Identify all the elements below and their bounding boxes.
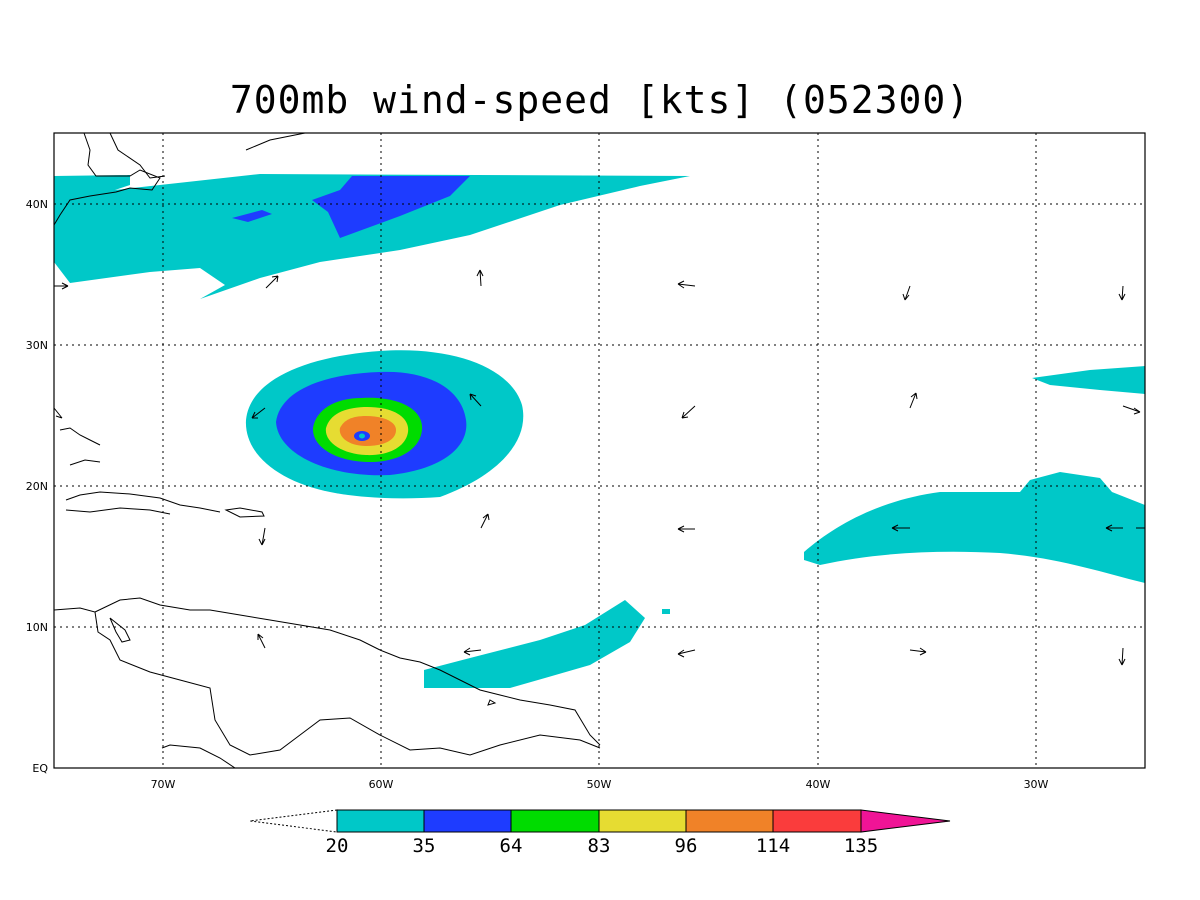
lat-tick-30: 30N <box>26 339 48 352</box>
wind-arrow <box>909 392 918 409</box>
wind-band-cyan-north <box>54 174 690 299</box>
lat-tick-eq: EQ <box>32 762 48 775</box>
wind-arrow <box>677 649 696 658</box>
colorbar-segment-5 <box>685 809 774 833</box>
wind-band-blue-north-small <box>232 210 272 222</box>
plot-frame <box>53 132 1146 769</box>
lon-tick-70w: 70W <box>151 778 176 791</box>
colorbar-label-96: 96 <box>675 835 698 857</box>
wind-arrow <box>1118 285 1126 301</box>
wind-arrow <box>54 282 69 290</box>
colorbar-segment-1 <box>336 809 425 833</box>
colorbar-label-64: 64 <box>500 835 523 857</box>
wind-arrow <box>891 524 910 532</box>
colorbar-label-114: 114 <box>756 835 790 857</box>
lat-tick-40: 40N <box>26 198 48 211</box>
colorbar-label-20: 20 <box>326 835 349 857</box>
wind-arrow <box>463 647 482 656</box>
wind-arrow <box>677 525 695 533</box>
wind-vectors <box>53 269 1145 666</box>
hurricane-eye-cyan <box>359 433 365 439</box>
lat-tick-20: 20N <box>26 480 48 493</box>
colorbar-label-35: 35 <box>413 835 436 857</box>
wind-arrow <box>251 407 266 419</box>
wind-band-blue-north <box>312 176 470 238</box>
wind-arrow <box>909 647 927 656</box>
colorbar-label-135: 135 <box>844 835 878 857</box>
lon-tick-labels: 70W 60W 50W 40W 30W <box>151 778 1049 791</box>
wind-arrow <box>476 269 484 287</box>
wind-shading-layer <box>54 174 1145 688</box>
wind-arrow <box>53 407 63 419</box>
lon-tick-60w: 60W <box>369 778 394 791</box>
gridlines <box>54 133 1145 768</box>
colorbar-segment-3 <box>510 809 600 833</box>
colorbar-low-triangle <box>249 809 338 833</box>
lon-tick-50w: 50W <box>587 778 612 791</box>
wind-arrow <box>1118 647 1126 666</box>
colorbar-segment-4 <box>598 809 687 833</box>
lon-tick-40w: 40W <box>806 778 831 791</box>
hurricane-ring-96 <box>339 416 396 446</box>
colorbar-label-83: 83 <box>588 835 611 857</box>
colorbar-segment-2 <box>423 809 512 833</box>
wind-arrow <box>1122 405 1141 415</box>
lon-tick-30w: 30W <box>1024 778 1049 791</box>
wind-arrow <box>265 275 279 289</box>
colorbar-segment-6 <box>772 809 862 833</box>
wind-arrow <box>1105 524 1123 532</box>
wind-arrow <box>902 285 911 301</box>
wind-band-cyan-east-upper <box>1032 366 1145 394</box>
lat-tick-labels: 40N 30N 20N 10N EQ <box>26 198 49 775</box>
chart-title: 700mb wind-speed [kts] (052300) <box>229 78 971 122</box>
wind-arrow <box>681 405 696 419</box>
wind-arrow <box>258 527 266 546</box>
wind-band-cyan-south <box>424 600 645 688</box>
wind-arrow <box>677 280 696 289</box>
wind-band-cyan-east <box>804 472 1145 583</box>
wind-arrow <box>480 513 490 529</box>
wind-arrow <box>469 393 482 407</box>
colorbar-high-triangle <box>860 809 951 833</box>
colorbar: 20 35 64 83 96 114 135 <box>249 809 951 857</box>
wind-arrow <box>257 633 266 649</box>
coastlines <box>54 133 601 768</box>
wind-band-cyan-south-dot <box>662 609 670 614</box>
lat-tick-10: 10N <box>26 621 48 634</box>
